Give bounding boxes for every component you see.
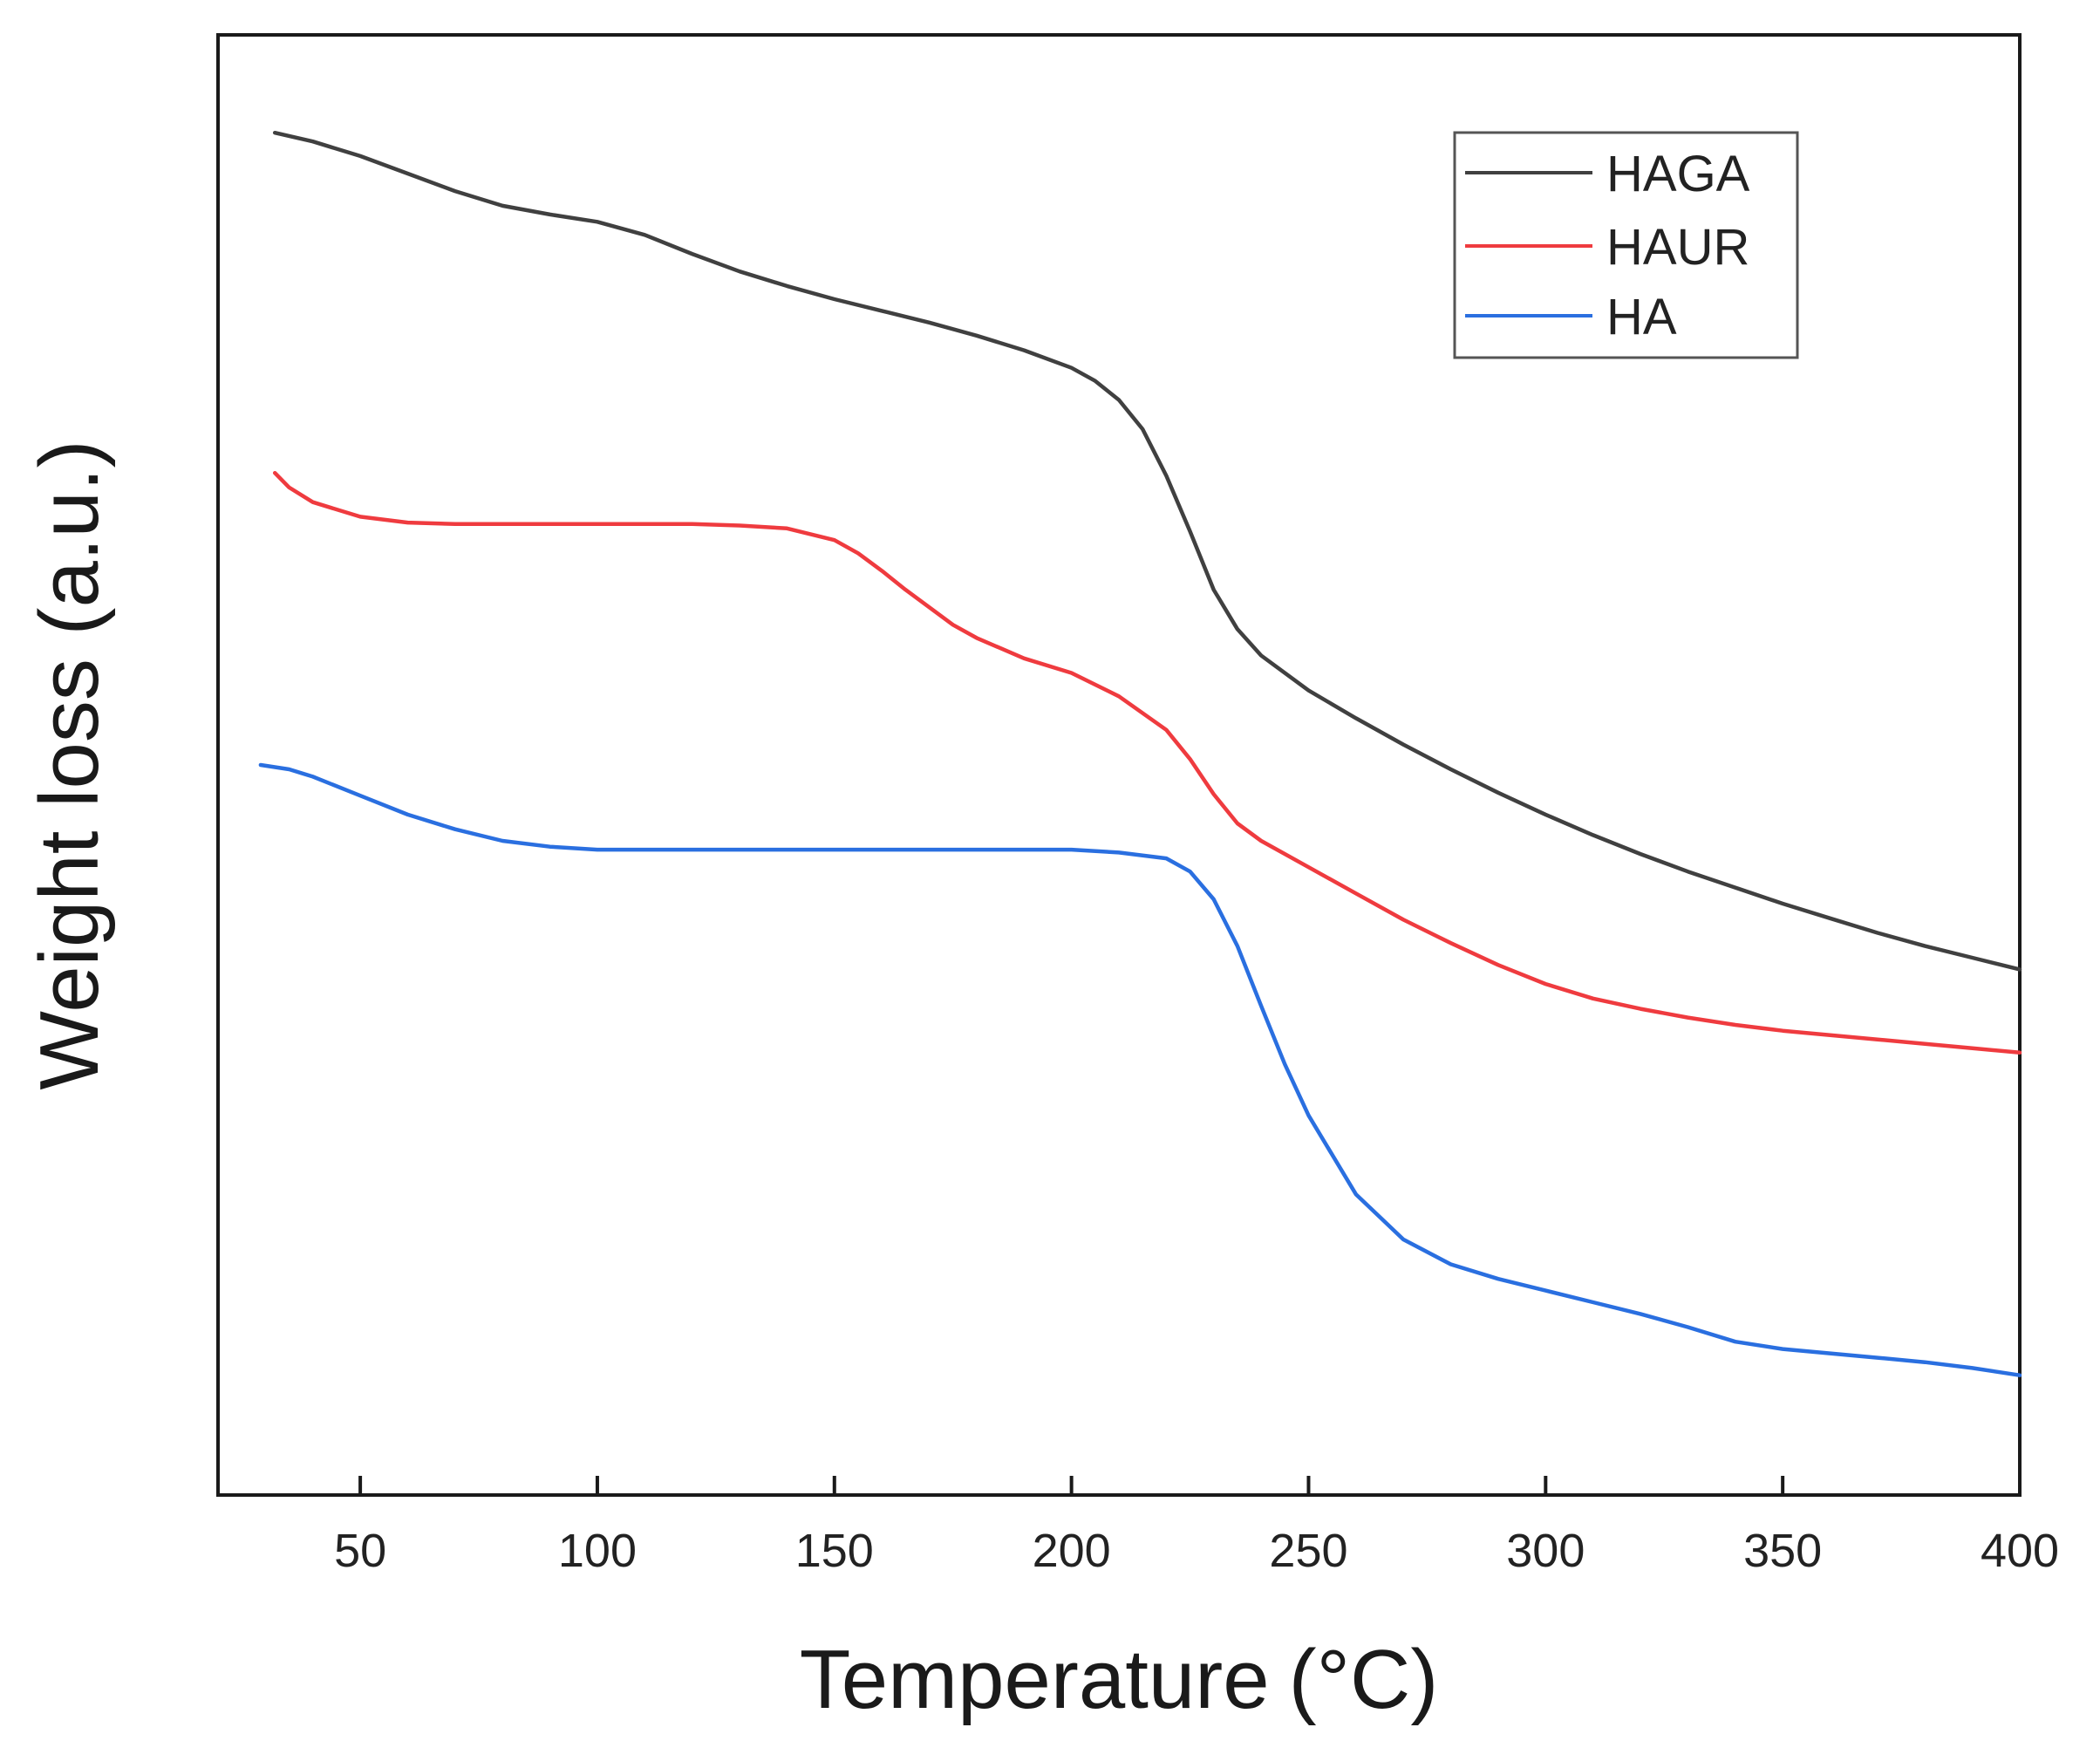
y-axis-title: Weight loss (a.u.) bbox=[23, 440, 116, 1089]
series-lines bbox=[258, 130, 2022, 1377]
x-tick-label: 400 bbox=[1981, 1525, 2059, 1577]
x-tick-label: 300 bbox=[1506, 1525, 1585, 1577]
x-axis-title-unit: (°C) bbox=[1289, 1633, 1439, 1726]
x-tick-label: 250 bbox=[1269, 1525, 1347, 1577]
x-tick-label: 200 bbox=[1033, 1525, 1111, 1577]
x-axis-title: Temperature (°C) bbox=[800, 1633, 1439, 1726]
legend-label-haga: HAGA bbox=[1606, 146, 1750, 202]
series-line-ha bbox=[258, 762, 2022, 1377]
series-line-haur bbox=[272, 470, 2022, 1055]
x-tick-label: 350 bbox=[1743, 1525, 1822, 1577]
legend-label-haur: HAUR bbox=[1606, 219, 1749, 276]
x-tick-label: 50 bbox=[334, 1525, 386, 1577]
series-line-haga bbox=[272, 130, 2022, 972]
legend-label-ha: HA bbox=[1606, 289, 1677, 345]
legend: HAGA HAUR HA bbox=[1453, 131, 1799, 359]
x-tick-label: 150 bbox=[795, 1525, 874, 1577]
x-tick-label: 100 bbox=[558, 1525, 637, 1577]
x-ticks: 50 100 150 200 250 300 350 400 bbox=[334, 1476, 2059, 1577]
x-axis-title-text: Temperature bbox=[800, 1633, 1270, 1726]
